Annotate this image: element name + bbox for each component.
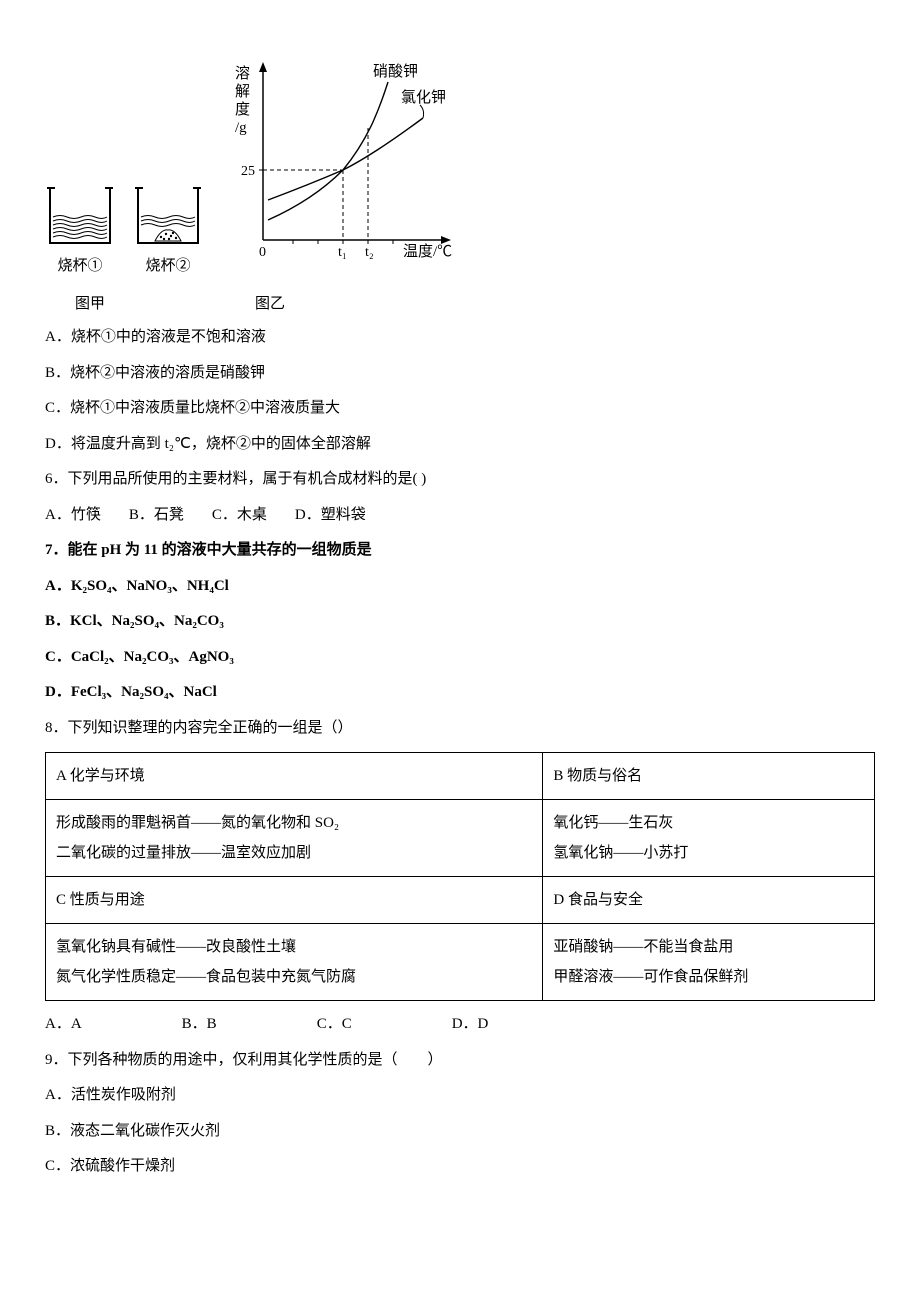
q8-A-line1: 形成酸雨的罪魁祸首——氮的氧化物和 SO₂ [56,808,532,838]
q9-opt-b: B．液态二氧化碳作灭火剂 [45,1114,875,1150]
beaker-1-icon [45,183,115,251]
figure-row: 烧杯① 烧杯② [45,50,875,283]
q8-B-line2: 氢氧化钠——小苏打 [553,838,864,868]
q5-opt-c: C．烧杯①中溶液质量比烧杯②中溶液质量大 [45,391,875,427]
q6-stem: 6．下列用品所使用的主要材料，属于有机合成材料的是( ) [45,462,875,498]
beaker-group: 烧杯① 烧杯② [45,183,203,283]
ytick-25: 25 [241,164,255,179]
solubility-chart: 溶 解 度 /g 25 0 t₁ t₂ 温度/℃ 硝酸 [223,50,463,283]
q8-cell-C-head: C 性质与用途 [46,877,543,924]
q7-stem: 7．能在 pH 为 11 的溶液中大量共存的一组物质是 [45,533,875,569]
q7-opt-a: A．K₂SO₄、NaNO₃、NH₄Cl [45,569,875,605]
q9-opt-c: C．浓硫酸作干燥剂 [45,1149,875,1185]
q9-opt-a: A．活性炭作吸附剂 [45,1078,875,1114]
caption-left: 图甲 [75,289,105,321]
q5-opt-a: A．烧杯①中的溶液是不饱和溶液 [45,320,875,356]
q8-opt-b: B．B [182,1009,217,1041]
beaker-1: 烧杯① [45,183,115,283]
q8-D-line2: 甲醛溶液——可作食品保鲜剂 [553,962,864,992]
q8-cell-A-body: 形成酸雨的罪魁祸首——氮的氧化物和 SO₂ 二氧化碳的过量排放——温室效应加剧 [46,800,543,877]
q7-opt-b: B．KCl、Na₂SO₄、Na₂CO₃ [45,604,875,640]
q8-opt-a: A．A [45,1009,82,1041]
svg-text:氯化钾: 氯化钾 [401,89,446,106]
q8-cell-B-body: 氧化钙——生石灰 氢氧化钠——小苏打 [543,800,875,877]
q6-options: A．竹筷 B．石凳 C．木桌 D．塑料袋 [45,498,875,534]
q6-opt-b: B．石凳 [129,500,184,532]
svg-text:t₂: t₂ [365,245,374,260]
beaker-2: 烧杯② [133,183,203,283]
beaker-1-label: 烧杯① [57,251,102,283]
q8-table: A 化学与环境 B 物质与俗名 形成酸雨的罪魁祸首——氮的氧化物和 SO₂ 二氧… [45,752,875,1001]
svg-text:/g: /g [235,120,247,136]
svg-text:0: 0 [259,245,266,260]
q8-cell-B-head: B 物质与俗名 [543,753,875,800]
q8-A-line2: 二氧化碳的过量排放——温室效应加剧 [56,838,532,868]
q8-options: A．A B．B C．C D．D [45,1007,875,1043]
q9-stem: 9．下列各种物质的用途中，仅利用其化学性质的是（ ） [45,1043,875,1079]
q7-opt-c: C．CaCl₂、Na₂CO₃、AgNO₃ [45,640,875,676]
q8-cell-A-head: A 化学与环境 [46,753,543,800]
svg-text:t₁: t₁ [338,245,347,260]
q6-opt-a: A．竹筷 [45,500,101,532]
q6-opt-d: D．塑料袋 [295,500,366,532]
q8-D-line1: 亚硝酸钠——不能当食盐用 [553,932,864,962]
svg-text:硝酸钾: 硝酸钾 [373,63,418,80]
svg-text:度: 度 [235,101,250,118]
q8-B-line1: 氧化钙——生石灰 [553,808,864,838]
q8-C-line2: 氮气化学性质稳定——食品包装中充氮气防腐 [56,962,532,992]
q6-opt-c: C．木桌 [212,500,267,532]
svg-text:溶: 溶 [235,65,250,82]
q8-stem: 8．下列知识整理的内容完全正确的一组是（） [45,711,875,747]
caption-right: 图乙 [255,289,285,321]
q7-opt-d: D．FeCl₃、Na₂SO₄、NaCl [45,675,875,711]
svg-text:温度/℃: 温度/℃ [403,243,452,260]
q8-cell-D-head: D 食品与安全 [543,877,875,924]
svg-text:解: 解 [235,83,250,100]
beaker-2-label: 烧杯② [145,251,190,283]
q8-cell-C-body: 氢氧化钠具有碱性——改良酸性土壤 氮气化学性质稳定——食品包装中充氮气防腐 [46,924,543,1001]
q8-C-line1: 氢氧化钠具有碱性——改良酸性土壤 [56,932,532,962]
q5-opt-d: D．将温度升高到 t₂℃，烧杯②中的固体全部溶解 [45,427,875,463]
q8-opt-c: C．C [317,1009,352,1041]
q8-opt-d: D．D [452,1009,489,1041]
figure-captions: 图甲 图乙 [45,289,875,321]
beaker-2-icon [133,183,203,251]
q8-cell-D-body: 亚硝酸钠——不能当食盐用 甲醛溶液——可作食品保鲜剂 [543,924,875,1001]
q5-opt-b: B．烧杯②中溶液的溶质是硝酸钾 [45,356,875,392]
